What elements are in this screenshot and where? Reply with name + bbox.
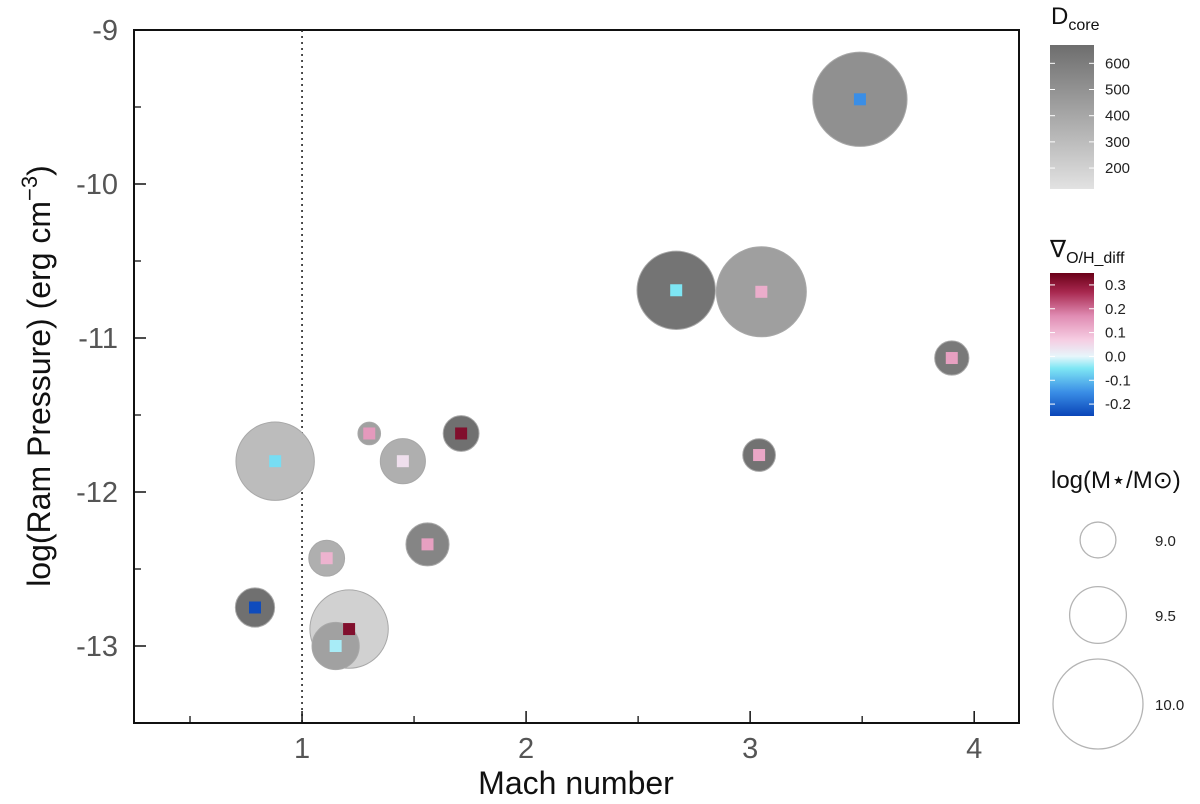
gradient-tick-label: -0.2 <box>1105 396 1131 413</box>
y-axis-title: log(Ram Pressure) (erg cm−3) <box>17 165 57 587</box>
y-axis-title-main: log(Ram Pressure) (erg cm <box>21 201 57 587</box>
galaxy-gradient-marker <box>396 455 409 468</box>
y-tick-label: -13 <box>76 631 118 663</box>
dcore-tick-label: 400 <box>1105 108 1130 125</box>
plot-area <box>133 29 1020 724</box>
galaxy-gradient-marker <box>269 455 282 468</box>
dcore-legend-title: Dcore <box>1051 3 1100 34</box>
y-tick-label: -11 <box>78 323 118 355</box>
mass-legend-circle <box>1052 658 1144 750</box>
gradient-tick-label: -0.1 <box>1105 372 1131 389</box>
mass-legend-label: 9.0 <box>1155 533 1176 550</box>
mass-legend-entries: 9.0 9.5 10.0 <box>1052 521 1184 750</box>
mass-legend-title: log(M⋆/M⊙) <box>1051 467 1181 494</box>
gradient-tick-label: 0.3 <box>1105 277 1126 294</box>
galaxy-gradient-marker <box>455 427 468 440</box>
x-tick-label: 2 <box>518 733 534 765</box>
gradient-legend: ∇O/H_diff 0.3 0.2 0.1 0.0 -0.1 -0.2 <box>1049 236 1131 416</box>
galaxy-gradient-marker <box>670 284 683 297</box>
x-tick-label: 3 <box>742 733 758 765</box>
plot-frame <box>133 29 1020 724</box>
galaxy-gradient-marker <box>421 538 434 551</box>
gradient-colorbar-ticks: 0.3 0.2 0.1 0.0 -0.1 -0.2 <box>1050 277 1131 413</box>
dcore-tick-label: 200 <box>1105 160 1130 177</box>
y-tick-label: -10 <box>76 169 118 201</box>
galaxy-gradient-marker <box>363 427 376 440</box>
y-tick-label: -9 <box>92 15 118 47</box>
galaxy-gradient-marker <box>753 449 766 462</box>
gradient-tick-label: 0.1 <box>1105 325 1126 342</box>
galaxy-gradient-marker <box>853 93 866 106</box>
y-tick-label: -12 <box>76 477 118 509</box>
x-tick-label: 1 <box>294 733 310 765</box>
dcore-colorbar-ticks: 600 500 400 300 200 <box>1050 55 1130 177</box>
y-axis-title-close: ) <box>21 165 57 176</box>
marker-layer <box>248 93 958 652</box>
gradient-tick-label: 0.2 <box>1105 301 1126 318</box>
mass-legend: log(M⋆/M⊙) 9.0 9.5 10.0 <box>1051 467 1184 750</box>
x-axis: 1 2 3 4 <box>189 711 982 765</box>
galaxy-gradient-marker <box>248 601 261 614</box>
gradient-tick-label: 0.0 <box>1105 348 1126 365</box>
galaxy-gradient-marker <box>329 640 342 652</box>
gradient-legend-title: ∇O/H_diff <box>1049 236 1125 267</box>
gradient-colorbar <box>1050 273 1094 416</box>
dcore-legend-title-main: D <box>1051 3 1068 30</box>
dcore-tick-label: 600 <box>1105 55 1130 72</box>
y-axis: -9 -10 -11 -12 -13 <box>76 15 146 724</box>
dcore-legend: Dcore 600 500 400 300 200 <box>1050 3 1130 189</box>
mass-legend-circle <box>1079 521 1117 559</box>
dcore-colorbar <box>1050 45 1094 189</box>
galaxy-gradient-marker <box>343 623 356 636</box>
mass-legend-label: 9.5 <box>1155 608 1176 625</box>
mass-legend-label: 10.0 <box>1155 697 1184 714</box>
gradient-legend-title-main: ∇ <box>1049 236 1067 263</box>
galaxy-gradient-marker <box>755 285 768 298</box>
galaxy-gradient-marker <box>945 352 958 365</box>
galaxy-gradient-marker <box>320 552 333 565</box>
x-tick-label: 4 <box>966 733 982 765</box>
y-axis-title-exponent: −3 <box>17 176 42 201</box>
gradient-legend-title-sub: O/H_diff <box>1066 250 1125 267</box>
dcore-tick-label: 300 <box>1105 134 1130 151</box>
x-axis-title: Mach number <box>478 765 674 801</box>
dcore-tick-label: 500 <box>1105 82 1130 99</box>
mass-legend-circle <box>1068 585 1128 645</box>
dcore-legend-title-sub: core <box>1068 17 1099 34</box>
